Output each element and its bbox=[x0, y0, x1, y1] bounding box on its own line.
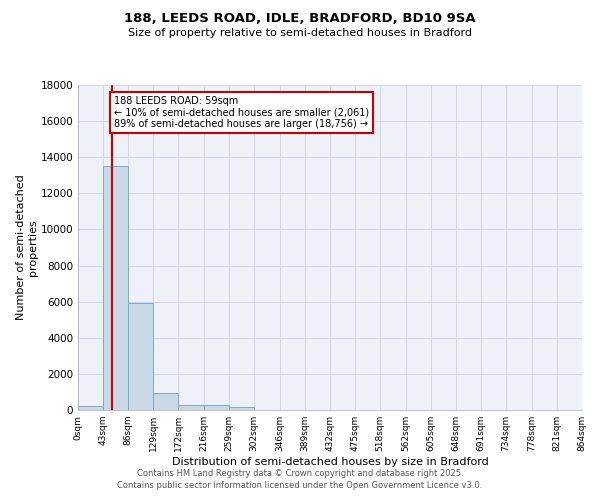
Bar bbox=[229, 408, 254, 410]
Text: 188 LEEDS ROAD: 59sqm
← 10% of semi-detached houses are smaller (2,061)
89% of s: 188 LEEDS ROAD: 59sqm ← 10% of semi-deta… bbox=[114, 96, 369, 129]
Text: Contains HM Land Registry data © Crown copyright and database right 2025.: Contains HM Land Registry data © Crown c… bbox=[137, 468, 463, 477]
X-axis label: Distribution of semi-detached houses by size in Bradford: Distribution of semi-detached houses by … bbox=[172, 457, 488, 467]
Bar bbox=[178, 404, 204, 410]
Text: Contains public sector information licensed under the Open Government Licence v3: Contains public sector information licen… bbox=[118, 481, 482, 490]
Bar bbox=[78, 406, 103, 410]
Bar bbox=[128, 304, 153, 410]
Bar bbox=[204, 405, 229, 410]
Bar bbox=[103, 166, 128, 410]
Y-axis label: Number of semi-detached
properties: Number of semi-detached properties bbox=[16, 174, 38, 320]
Text: Size of property relative to semi-detached houses in Bradford: Size of property relative to semi-detach… bbox=[128, 28, 472, 38]
Text: 188, LEEDS ROAD, IDLE, BRADFORD, BD10 9SA: 188, LEEDS ROAD, IDLE, BRADFORD, BD10 9S… bbox=[124, 12, 476, 26]
Bar bbox=[153, 393, 178, 410]
